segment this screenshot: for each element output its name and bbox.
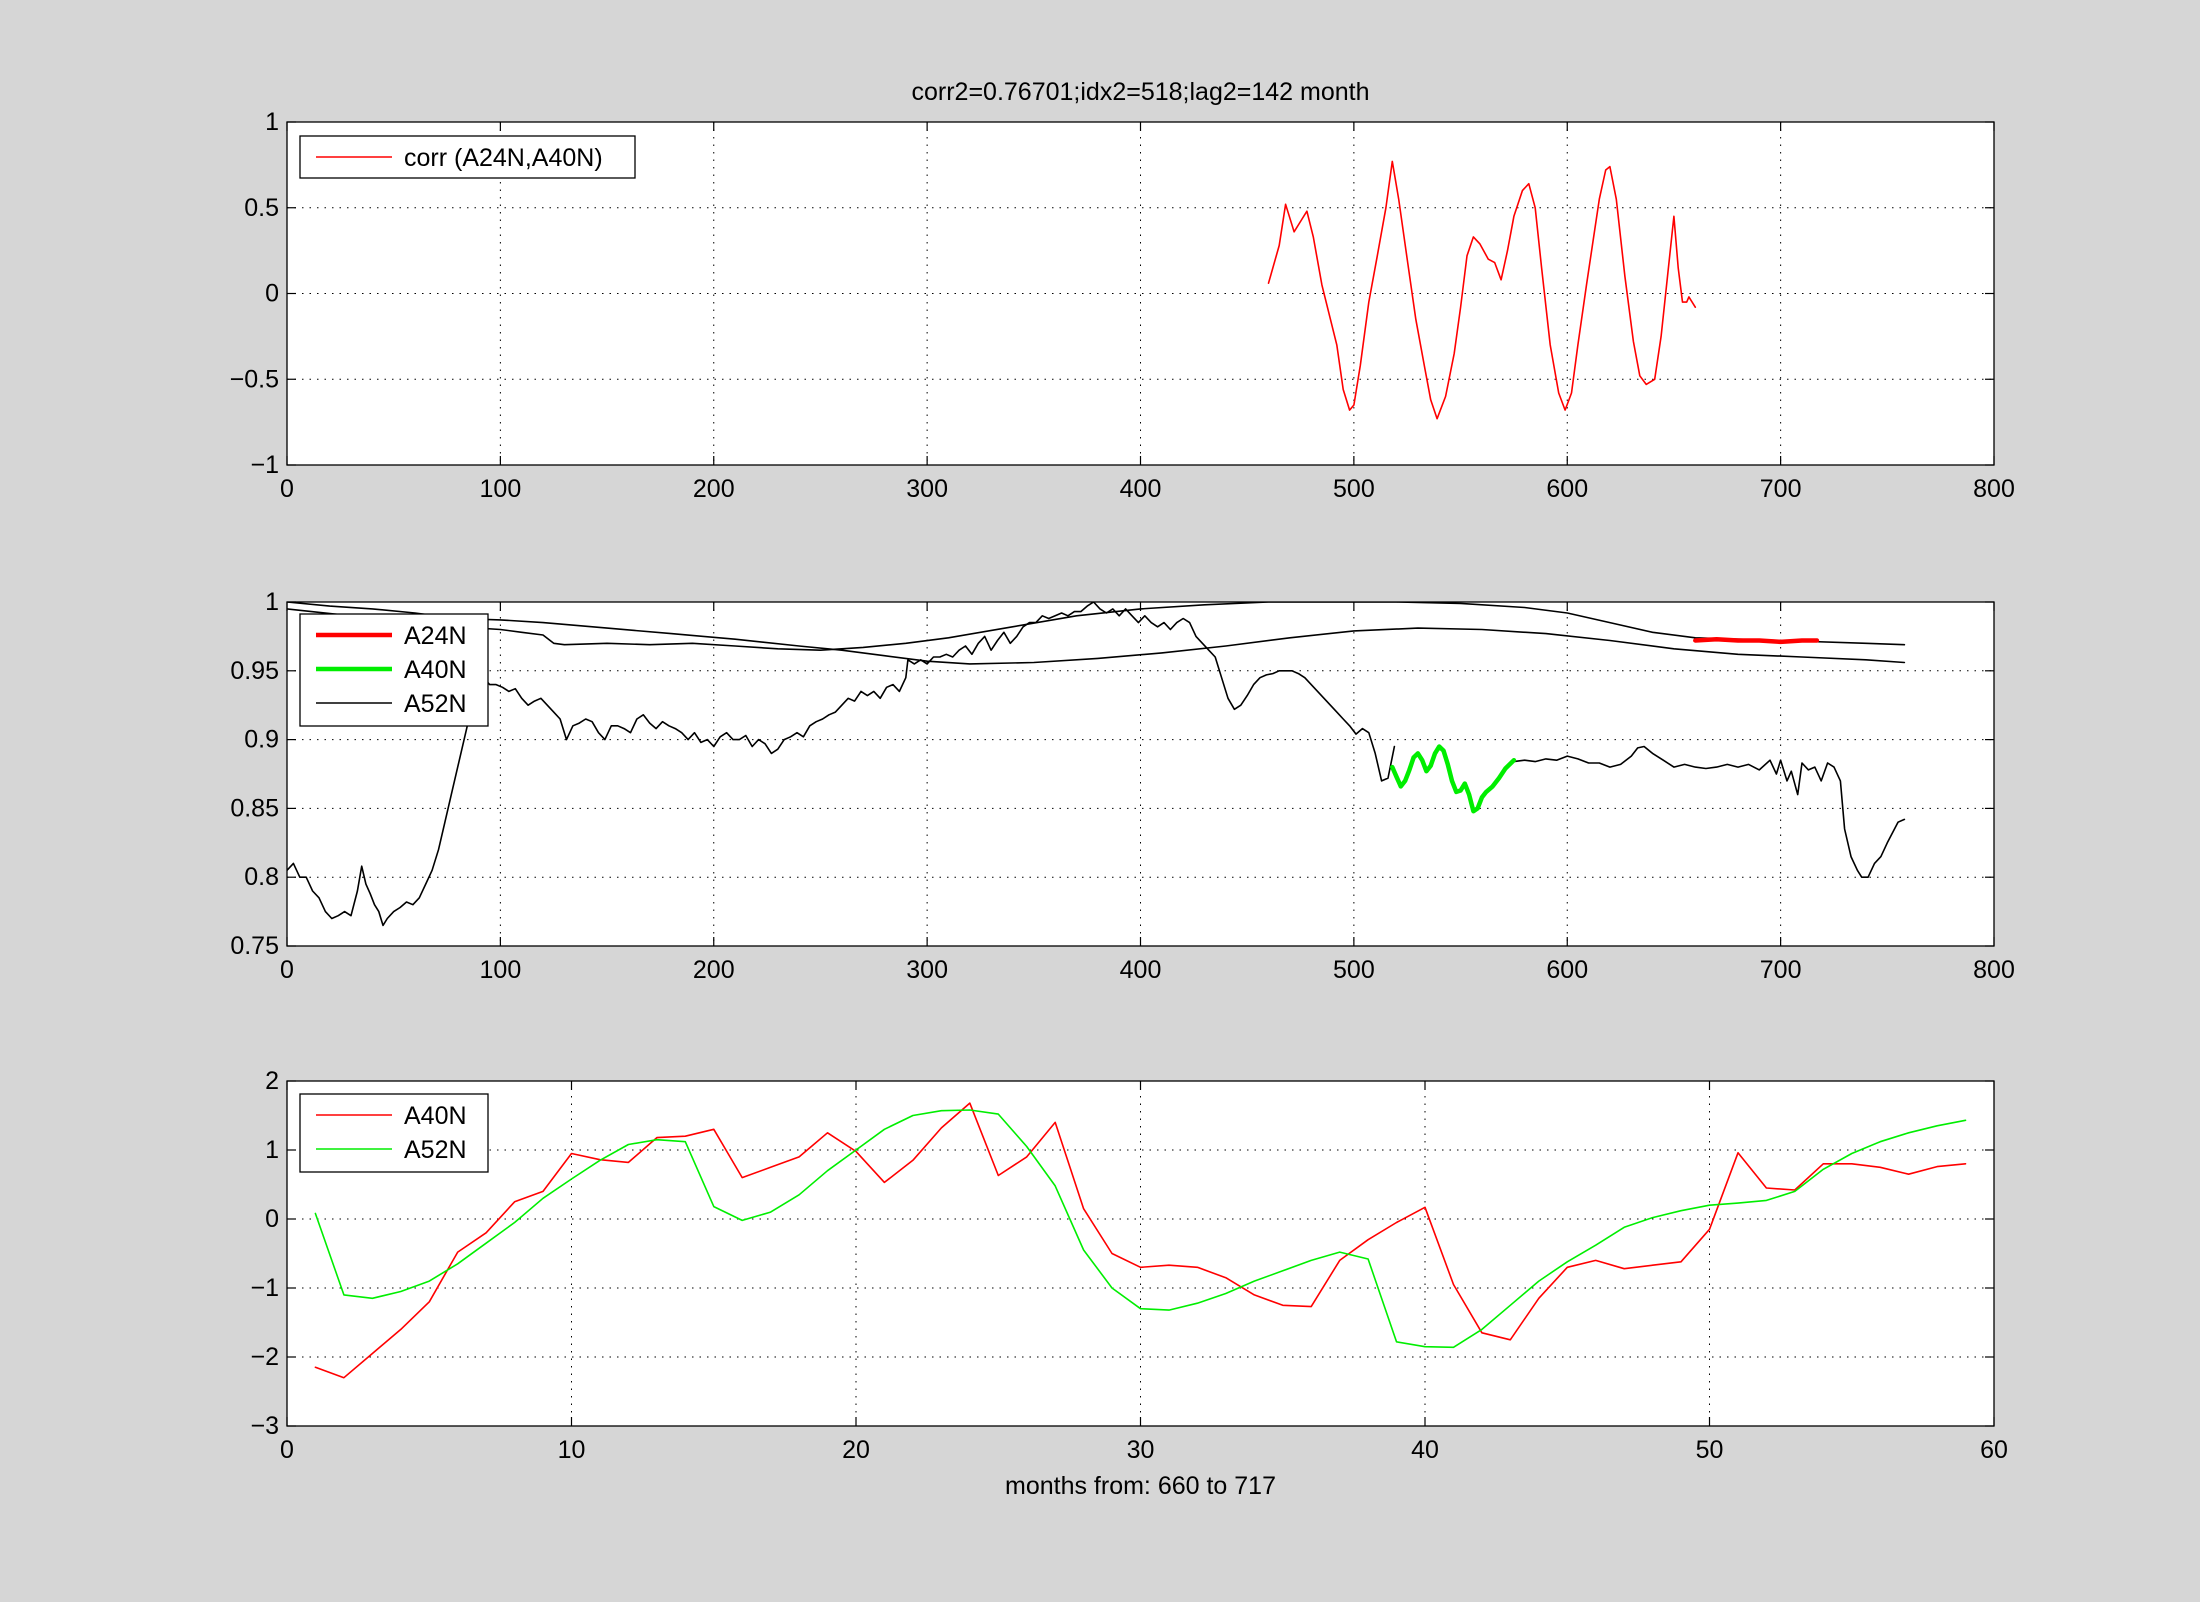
y-tick-label: 0 — [265, 1205, 279, 1233]
legend-label: corr (A24N,A40N) — [404, 144, 603, 172]
y-tick-label: 1 — [265, 588, 279, 616]
x-tick-label: 10 — [558, 1436, 586, 1464]
y-tick-label: −2 — [250, 1343, 279, 1371]
x-tick-label: 600 — [1546, 475, 1588, 503]
x-tick-label: 100 — [480, 475, 522, 503]
series-line-1-2 — [287, 602, 1396, 927]
series-line-1-1 — [287, 602, 1906, 651]
x-tick-label: 500 — [1333, 956, 1375, 984]
x-tick-label: 0 — [280, 475, 294, 503]
legend-label: A40N — [404, 1102, 467, 1130]
x-tick-label: 20 — [842, 1436, 870, 1464]
y-tick-label: 0.95 — [230, 657, 279, 685]
y-tick-label: 0 — [265, 280, 279, 308]
axes-series: 0 100 200 300 400 500 600 700 800 0.75 0.8 0.85 0.9 0… — [230, 588, 2015, 984]
x-axis-label: months from: 660 to 717 — [1005, 1472, 1276, 1500]
x-tick-label: 400 — [1120, 956, 1162, 984]
legend-label: A52N — [404, 690, 467, 718]
y-tick-label: 1 — [265, 108, 279, 136]
legend-label: A24N — [404, 622, 467, 650]
plot-area — [287, 602, 1994, 946]
series-line-1-4 — [1390, 744, 1517, 814]
y-tick-label: 0.85 — [230, 794, 279, 822]
x-tick-label: 200 — [693, 956, 735, 984]
axes-anomalies: 0 10 20 30 40 50 60 −3 −2 −1 0 1 2 months from: 660 t… — [250, 1067, 2007, 1500]
y-tick-label: −0.5 — [230, 365, 279, 393]
x-tick-label: 100 — [480, 956, 522, 984]
x-tick-label: 400 — [1120, 475, 1162, 503]
x-tick-label: 40 — [1411, 1436, 1439, 1464]
y-tick-label: −3 — [250, 1412, 279, 1440]
x-tick-label: 30 — [1127, 1436, 1155, 1464]
y-tick-label: 0.75 — [230, 932, 279, 960]
y-tick-label: 2 — [265, 1067, 279, 1095]
series-line-1-0 — [287, 602, 1906, 665]
x-tick-label: 300 — [906, 956, 948, 984]
y-tick-label: −1 — [250, 451, 279, 479]
legend-label: A52N — [404, 1136, 467, 1164]
series-line-0-0 — [1267, 160, 1697, 420]
series-line-2-0 — [314, 1102, 1967, 1379]
y-tick-label: 1 — [265, 1136, 279, 1164]
x-tick-label: 0 — [280, 956, 294, 984]
x-tick-label: 300 — [906, 475, 948, 503]
series-line-2-1 — [314, 1109, 1967, 1349]
series-line-1-5 — [1693, 636, 1820, 645]
legend-box — [299, 1093, 489, 1173]
x-tick-label: 0 — [280, 1436, 294, 1464]
x-tick-label: 700 — [1760, 956, 1802, 984]
axes-correlation: 0 100 200 300 400 500 600 700 800 −1 −0.5 0 0.5 1 corr… — [230, 78, 2015, 503]
legend-label: A40N — [404, 656, 467, 684]
series-line-1-3 — [1513, 745, 1906, 878]
x-tick-label: 600 — [1546, 956, 1588, 984]
chart-title: corr2=0.76701;idx2=518;lag2=142 month — [912, 78, 1370, 106]
x-tick-label: 700 — [1760, 475, 1802, 503]
x-tick-label: 200 — [693, 475, 735, 503]
y-tick-label: 0.8 — [244, 863, 279, 891]
y-tick-label: −1 — [250, 1274, 279, 1302]
y-tick-label: 0.9 — [244, 726, 279, 754]
x-tick-label: 60 — [1980, 1436, 2008, 1464]
x-tick-label: 50 — [1696, 1436, 1724, 1464]
x-tick-label: 800 — [1973, 956, 2015, 984]
y-tick-label: 0.5 — [244, 194, 279, 222]
x-tick-label: 800 — [1973, 475, 2015, 503]
x-tick-label: 500 — [1333, 475, 1375, 503]
